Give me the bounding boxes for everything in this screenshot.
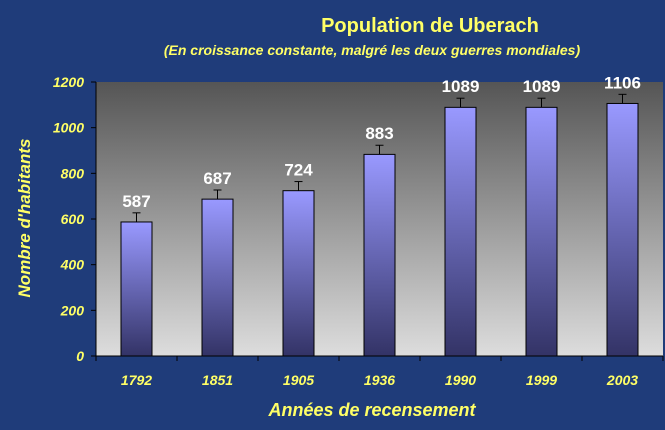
x-axis-label: Années de recensement (267, 400, 476, 420)
data-label: 1106 (604, 73, 641, 92)
x-tick-label: 2003 (606, 372, 638, 388)
x-tick-label: 1999 (526, 372, 557, 388)
chart-title: Population de Uberach (321, 15, 539, 37)
bar (201, 198, 234, 357)
y-tick-label: 1000 (53, 120, 84, 136)
data-label: 883 (365, 124, 393, 143)
y-axis: 0 200 400 600 800 1000 1200 (53, 74, 97, 364)
x-tick-label: 1792 (121, 372, 152, 388)
x-tick-label: 1851 (202, 372, 233, 388)
y-tick-label: 800 (61, 165, 85, 181)
bars: 587 687 724 883 1089 1089 1106 (120, 73, 641, 357)
bar (525, 106, 558, 357)
data-label: 587 (122, 192, 150, 211)
chart-subtitle: (En croissance constante, malgré les deu… (164, 42, 581, 58)
y-tick-label: 600 (61, 211, 85, 227)
data-label: 724 (284, 161, 313, 180)
bar (282, 190, 315, 357)
x-tick-label: 1990 (445, 372, 476, 388)
y-axis-label: Nombre d'habitants (15, 139, 34, 298)
data-label: 1089 (442, 77, 480, 96)
data-label: 687 (203, 169, 231, 188)
x-tick-label: 1936 (364, 372, 395, 388)
x-tick-label: 1905 (283, 372, 314, 388)
y-tick-label: 400 (60, 257, 85, 273)
bar (606, 102, 639, 357)
bar (444, 106, 477, 357)
data-label: 1089 (523, 77, 561, 96)
y-tick-label: 200 (60, 302, 85, 318)
y-tick-label: 0 (76, 348, 84, 364)
y-tick-label: 1200 (53, 74, 84, 90)
x-axis: 1792 1851 1905 1936 1990 1999 2003 (95, 355, 664, 388)
bar (120, 221, 153, 357)
bar (363, 153, 396, 357)
